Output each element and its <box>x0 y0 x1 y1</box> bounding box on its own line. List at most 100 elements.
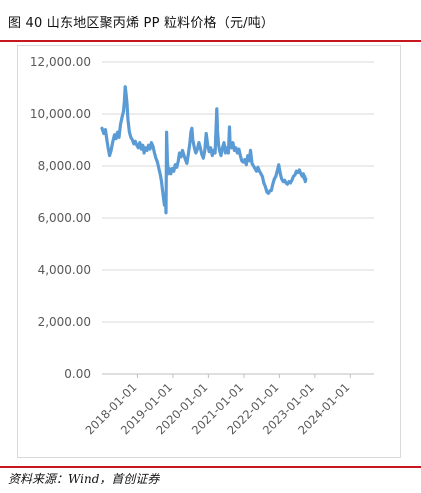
series-layer <box>100 85 308 215</box>
y-tick-label: 2,000.00 <box>38 315 91 329</box>
data-point <box>146 149 148 151</box>
chart-area: 0.00 2,000.00 4,000.00 6,000.00 8,000.00 10,0… <box>17 45 401 458</box>
data-point <box>158 168 160 170</box>
data-point <box>160 181 163 183</box>
data-point <box>258 170 261 172</box>
data-point <box>198 142 200 144</box>
data-point <box>304 181 306 183</box>
data-point <box>173 170 175 172</box>
data-point <box>186 162 188 164</box>
data-point <box>116 131 119 133</box>
data-point <box>239 155 241 157</box>
data-point <box>156 161 158 163</box>
data-point <box>123 100 125 102</box>
data-point <box>235 147 237 149</box>
data-point <box>285 182 287 184</box>
data-point <box>255 170 258 172</box>
data-point <box>133 143 135 145</box>
data-point <box>248 160 250 162</box>
gridlines <box>102 61 374 375</box>
data-point <box>127 118 129 120</box>
data-point <box>273 178 275 180</box>
y-tick-label: 8,000.00 <box>38 159 91 173</box>
data-point <box>192 139 194 141</box>
data-point <box>167 173 169 175</box>
data-point <box>106 139 108 141</box>
source-divider <box>0 466 421 468</box>
data-point <box>131 139 133 141</box>
data-point <box>107 147 109 149</box>
data-point <box>144 147 147 149</box>
data-point <box>101 127 103 129</box>
data-point <box>137 147 139 149</box>
y-tick-label: 10,000.00 <box>30 107 91 121</box>
data-point <box>180 156 182 158</box>
data-point <box>213 149 215 151</box>
x-axis-tick-labels: 2018-01-012019-01-012020-01-012021-01-01… <box>82 374 352 437</box>
y-axis-tick-labels: 0.00 2,000.00 4,000.00 6,000.00 8,000.00 10,0… <box>30 55 91 381</box>
data-point <box>201 153 203 155</box>
data-point <box>284 179 286 181</box>
data-point <box>147 144 150 146</box>
data-point <box>164 195 166 197</box>
data-point <box>155 157 157 159</box>
data-point <box>168 168 170 170</box>
data-point <box>177 160 179 162</box>
data-point <box>204 149 206 151</box>
data-point <box>176 166 178 168</box>
data-point <box>282 181 284 183</box>
data-point <box>260 173 262 175</box>
data-point <box>210 147 212 149</box>
y-tick-label: 6,000.00 <box>38 211 91 225</box>
data-point <box>279 173 281 175</box>
data-point <box>245 164 247 166</box>
data-point <box>181 149 184 151</box>
data-point <box>223 142 225 144</box>
data-point <box>229 144 231 146</box>
data-point <box>159 174 161 176</box>
data-point <box>289 182 292 184</box>
data-point <box>139 142 141 144</box>
data-point <box>241 160 243 162</box>
data-point <box>304 175 306 177</box>
data-point <box>163 204 165 206</box>
data-point <box>292 175 294 177</box>
data-point <box>199 147 201 149</box>
data-point <box>143 152 145 154</box>
data-point <box>125 92 127 94</box>
data-point <box>166 131 168 133</box>
data-point <box>142 144 144 146</box>
data-point <box>191 127 193 129</box>
data-point <box>228 126 231 128</box>
data-point <box>189 142 191 144</box>
data-point <box>227 152 229 154</box>
data-point <box>195 152 197 154</box>
data-point <box>247 155 249 157</box>
data-point <box>126 103 128 105</box>
data-point <box>214 152 216 154</box>
data-point <box>183 155 185 157</box>
data-point <box>281 178 283 180</box>
data-point <box>302 173 304 175</box>
data-point <box>170 173 172 175</box>
data-point <box>278 164 280 166</box>
data-point <box>232 142 234 144</box>
data-point <box>184 158 186 161</box>
data-point <box>251 162 253 164</box>
data-point <box>103 132 105 135</box>
data-point <box>130 136 132 138</box>
data-point <box>270 190 272 192</box>
data-point <box>233 149 235 151</box>
price-line-chart: 0.00 2,000.00 4,000.00 6,000.00 8,000.00 10,0… <box>30 55 374 437</box>
data-point <box>218 149 221 151</box>
data-point <box>301 175 303 177</box>
data-point <box>295 170 297 172</box>
data-point <box>276 170 278 172</box>
data-point <box>275 175 277 177</box>
data-point <box>112 142 114 144</box>
data-point <box>215 129 217 131</box>
data-point <box>124 86 126 88</box>
data-point <box>149 148 151 150</box>
y-tick-label: 4,000.00 <box>38 263 91 277</box>
data-point <box>115 138 117 140</box>
